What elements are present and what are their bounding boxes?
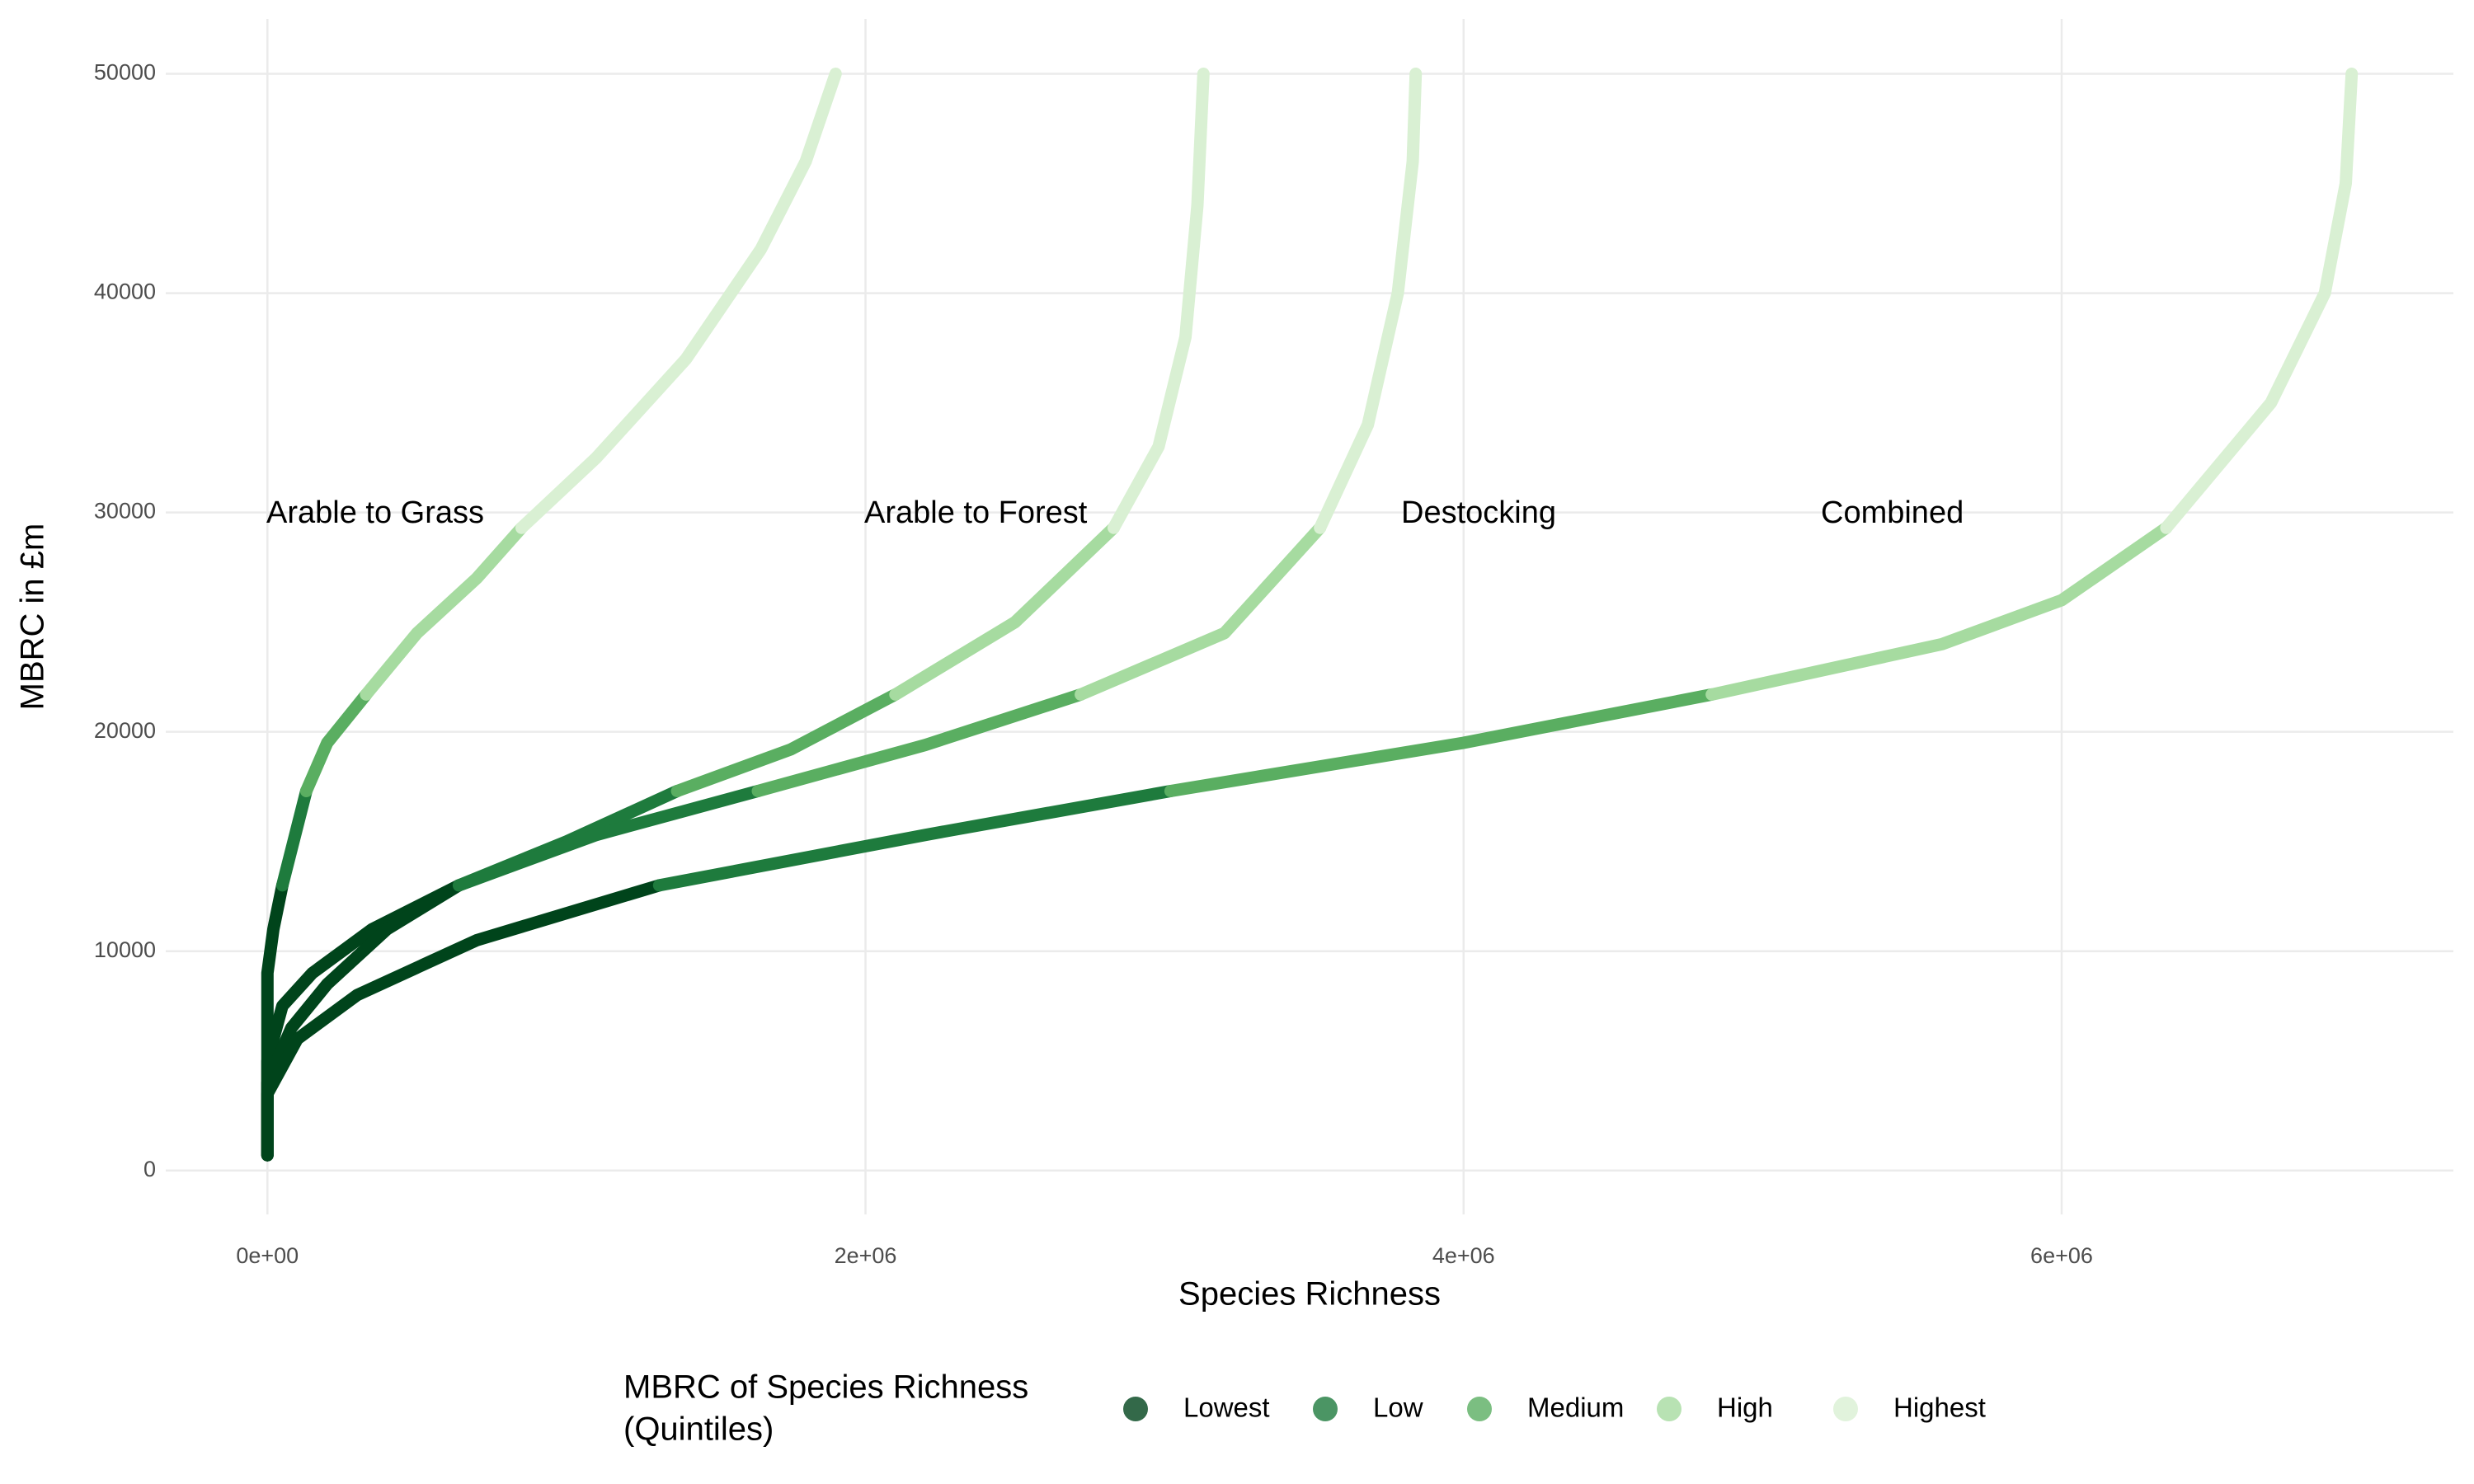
curve-segment — [670, 688, 902, 797]
y-tick-label: 40000 — [94, 279, 156, 304]
curve-segment — [515, 68, 842, 534]
legend-swatch — [1833, 1397, 1858, 1421]
curve-segment — [1314, 68, 1423, 534]
legend-title: (Quintiles) — [623, 1411, 774, 1448]
y-tick-label: 10000 — [94, 937, 156, 962]
curve-segment — [652, 785, 1177, 892]
curve-segment — [2160, 68, 2359, 534]
legend-swatch — [1313, 1397, 1338, 1421]
curve-segment — [751, 688, 1088, 797]
curve-label: Combined — [1821, 495, 1964, 530]
curve-segment — [1164, 688, 1719, 797]
legend-label: Highest — [1893, 1392, 1986, 1423]
y-tick-label: 0 — [143, 1157, 156, 1181]
legend-swatch — [1123, 1397, 1148, 1421]
curve-label: Arable to Grass — [266, 495, 484, 530]
curve-segment — [1075, 521, 1327, 701]
y-tick-label: 50000 — [94, 60, 156, 85]
y-tick-label: 20000 — [94, 718, 156, 743]
x-tick-label: 4e+06 — [1432, 1243, 1495, 1268]
legend-swatch — [1467, 1397, 1492, 1421]
curve-segment — [452, 785, 764, 892]
legend-label: Medium — [1527, 1392, 1624, 1423]
y-tick-label: 30000 — [94, 499, 156, 524]
curve-segment — [1108, 68, 1210, 534]
legend-label: Low — [1373, 1392, 1423, 1423]
curve-segment — [889, 521, 1120, 701]
curve-segment — [299, 688, 373, 797]
curve-segment — [261, 879, 666, 1162]
legend-swatch — [1657, 1397, 1681, 1421]
curve-label: Arable to Forest — [864, 495, 1088, 530]
curve-segment — [360, 521, 528, 701]
curve-segment — [275, 785, 313, 892]
curve-label: Destocking — [1401, 495, 1556, 530]
curve-segment — [1705, 521, 2173, 701]
x-tick-label: 2e+06 — [835, 1243, 897, 1268]
x-tick-label: 0e+00 — [236, 1243, 299, 1268]
x-axis-title: Species Richness — [1178, 1276, 1441, 1313]
legend-label: Lowest — [1183, 1392, 1270, 1423]
x-tick-label: 6e+06 — [2030, 1243, 2093, 1268]
y-axis-title: MBRC in £m — [15, 524, 51, 711]
legend-title: MBRC of Species Richness — [623, 1369, 1028, 1406]
curve-segment — [261, 879, 465, 1162]
legend-label: High — [1717, 1392, 1773, 1423]
